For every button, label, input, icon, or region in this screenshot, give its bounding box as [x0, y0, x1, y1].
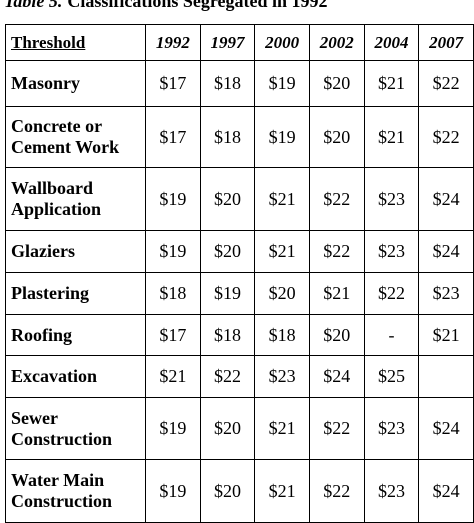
table-row: Concrete or Cement Work $17 $18 $19 $20 $21 $2… — [5, 106, 474, 168]
header-cell: 2000 — [254, 24, 310, 61]
header-cell: Threshold — [5, 24, 146, 61]
cell: $25 — [363, 355, 420, 398]
cell: $19 — [254, 106, 310, 168]
cell: - — [363, 314, 420, 356]
cell: $23 — [363, 459, 420, 523]
table-row: Masonry $17 $18 $19 $20 $21 $22 — [5, 60, 474, 107]
cell: $23 — [363, 230, 420, 273]
cell: $24 — [418, 230, 474, 273]
cell: $22 — [199, 355, 256, 398]
cell: $21 — [363, 60, 420, 107]
cell: $23 — [363, 167, 420, 231]
cell: $21 — [308, 272, 365, 315]
cell: $19 — [145, 230, 201, 273]
table-row: Glaziers $19 $20 $21 $22 $23 $24 — [5, 230, 474, 273]
cell: $20 — [308, 60, 365, 107]
cell: $20 — [199, 167, 256, 231]
cell: $22 — [418, 106, 474, 168]
cell: $21 — [254, 459, 310, 523]
header-row: Threshold 1992 1997 2000 2002 2004 2007 — [5, 24, 474, 61]
cell: $22 — [308, 459, 365, 523]
cell: $17 — [145, 106, 201, 168]
cell: $20 — [254, 272, 310, 315]
table-body: Masonry $17 $18 $19 $20 $21 $22 Concrete or Cem… — [5, 60, 474, 523]
cell: $20 — [308, 314, 365, 356]
cell: $18 — [199, 106, 256, 168]
cell: $18 — [145, 272, 201, 315]
cell: $20 — [199, 397, 256, 460]
row-label: Roofing — [5, 314, 146, 356]
header-cell: 1997 — [199, 24, 256, 61]
cell: $19 — [145, 167, 201, 231]
cell: $20 — [308, 106, 365, 168]
cell: $22 — [308, 230, 365, 273]
row-label: Masonry — [5, 60, 146, 107]
header-cell: 1992 — [145, 24, 201, 61]
header-cell: 2007 — [418, 24, 474, 61]
cell: $23 — [254, 355, 310, 398]
header-cell: 2004 — [363, 24, 420, 61]
table: Threshold 1992 1997 2000 2002 2004 2007 Masonr… — [5, 24, 474, 523]
table-row: Sewer Construction $19 $20 $21 $22 $23 $24 — [5, 397, 474, 460]
cell: $22 — [308, 167, 365, 231]
cell: $23 — [363, 397, 420, 460]
caption-text: Classifications Segregated in 1992 — [67, 0, 328, 11]
cell: $20 — [199, 230, 256, 273]
cell: $19 — [145, 397, 201, 460]
cell: $21 — [254, 230, 310, 273]
row-label: Glaziers — [5, 230, 146, 273]
cell: $18 — [199, 60, 256, 107]
cell: $21 — [254, 397, 310, 460]
table-row: Plastering $18 $19 $20 $21 $22 $23 — [5, 272, 474, 315]
row-label: Water Main Construction — [5, 459, 146, 523]
cell: $22 — [308, 397, 365, 460]
cell: $19 — [199, 272, 256, 315]
row-label: Plastering — [5, 272, 146, 315]
cell: $19 — [254, 60, 310, 107]
row-label: Wallboard Application — [5, 167, 146, 231]
table-row: Roofing $17 $18 $18 $20- $21 — [5, 314, 474, 356]
cell: $21 — [145, 355, 201, 398]
cell: $17 — [145, 60, 201, 107]
cell: $20 — [199, 459, 256, 523]
cell: $24 — [308, 355, 365, 398]
cell: $18 — [254, 314, 310, 356]
cell: $21 — [254, 167, 310, 231]
cell: $21 — [363, 106, 420, 168]
table-row: Wallboard Application $19 $20 $21 $22 $23 $24 — [5, 167, 474, 231]
caption-label: Table 5. — [4, 0, 63, 11]
header-cell: 2002 — [308, 24, 365, 61]
cell: $19 — [145, 459, 201, 523]
row-label: Concrete or Cement Work — [5, 106, 146, 168]
cell: $17 — [145, 314, 201, 356]
cell: $24 — [418, 397, 474, 460]
table-row: Excavation $21 $22 $23 $24 $25 — [5, 355, 474, 398]
row-label: Excavation — [5, 355, 146, 398]
caption: Table 5. Classifications Segregated in 19… — [4, 0, 328, 12]
table-row: Water Main Construction $19 $20 $21 $22 $23 $2… — [5, 459, 474, 523]
cell: $24 — [418, 459, 474, 523]
row-label: Sewer Construction — [5, 397, 146, 460]
cell: $21 — [418, 314, 474, 356]
cell: $23 — [418, 272, 474, 315]
cell: $24 — [418, 167, 474, 231]
cell: $22 — [363, 272, 420, 315]
cell — [418, 355, 474, 398]
cell: $18 — [199, 314, 256, 356]
cell: $22 — [418, 60, 474, 107]
